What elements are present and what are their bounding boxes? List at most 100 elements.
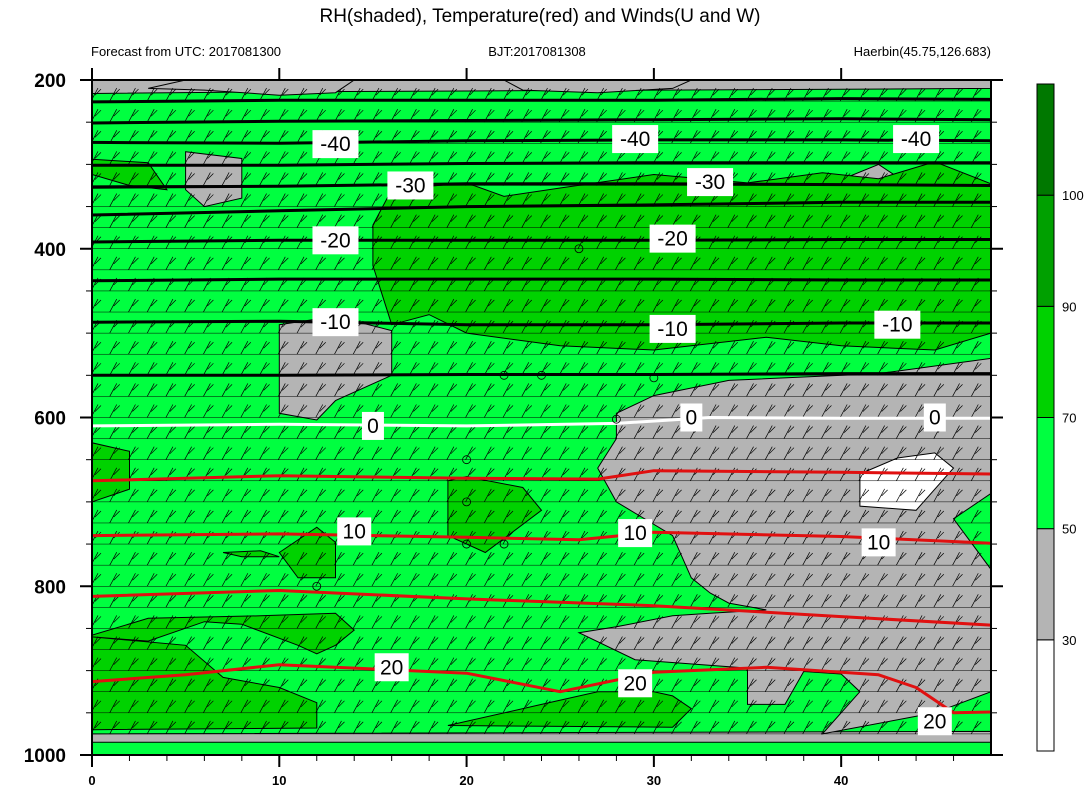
wind-barb	[671, 699, 682, 713]
wind-barb	[577, 488, 589, 503]
wind-barb	[128, 87, 139, 102]
temperature-contour	[92, 372, 991, 377]
wind-barb	[352, 383, 364, 397]
contour-label-text: -10	[657, 318, 687, 341]
wind-barb	[240, 699, 252, 713]
wind-barb	[446, 509, 458, 524]
wind-barb	[690, 298, 701, 313]
wind-barb	[240, 130, 252, 144]
wind-barb	[315, 425, 326, 439]
wind-barb	[558, 214, 570, 228]
wind-barb	[296, 551, 308, 566]
wind-barb	[334, 594, 345, 608]
wind-barb	[821, 404, 832, 418]
wind-barb	[109, 573, 120, 587]
wind-barb	[165, 362, 177, 376]
wind-barb	[802, 298, 813, 313]
wind-barb	[914, 636, 926, 650]
wind-barb	[203, 151, 214, 165]
wind-barb	[409, 404, 420, 418]
contour-label-text: 10	[343, 520, 366, 543]
wind-barb	[409, 678, 420, 692]
wind-barb	[933, 551, 945, 566]
wind-barb	[615, 551, 626, 566]
wind-barb	[858, 573, 870, 587]
wind-barb	[465, 699, 476, 713]
wind-barb	[240, 446, 252, 460]
wind-barb	[652, 720, 664, 735]
wind-barb	[128, 151, 139, 165]
contour-label: 20	[917, 707, 952, 736]
wind-barb	[521, 488, 533, 503]
wind-barb	[558, 446, 570, 460]
wind-barb	[896, 488, 907, 503]
wind-barb	[858, 425, 870, 439]
wind-barb	[221, 130, 233, 144]
wind-barb	[221, 214, 233, 228]
wind-barb	[558, 383, 570, 397]
wind-barb	[221, 298, 233, 313]
wind-barb	[577, 573, 589, 587]
wind-barb	[465, 678, 476, 692]
wind-barb	[764, 551, 776, 566]
wind-barb	[709, 80, 710, 81]
wind-barb	[296, 256, 308, 271]
wind-barb	[577, 678, 589, 692]
wind-barb	[914, 383, 926, 397]
wind-barb	[259, 80, 260, 81]
wind-barb	[633, 573, 645, 587]
wind-barb	[371, 509, 383, 524]
wind-barb	[577, 636, 589, 650]
wind-barb	[409, 298, 420, 313]
wind-barb	[858, 594, 870, 608]
wind-barb	[802, 256, 813, 271]
colorbar-label: 30	[1062, 633, 1076, 648]
y-tick-label: 800	[34, 577, 66, 598]
wind-barb	[109, 699, 120, 713]
wind-barb	[446, 720, 458, 735]
wind-barb	[764, 446, 776, 460]
wind-barb	[165, 573, 177, 587]
wind-barb	[240, 488, 252, 503]
contour-label-text: -20	[320, 229, 350, 252]
wind-barb	[371, 446, 383, 460]
wind-barb	[933, 80, 935, 81]
wind-barb	[128, 720, 139, 735]
wind-barb	[671, 678, 682, 692]
wind-barb	[296, 341, 308, 355]
wind-barb	[577, 699, 589, 713]
wind-barb	[821, 720, 832, 735]
wind-barb	[184, 573, 195, 587]
wind-barb	[128, 109, 139, 123]
wind-barb	[764, 594, 776, 608]
wind-barb	[746, 615, 757, 629]
x-tick-label: 0	[88, 773, 95, 788]
wind-barb	[764, 383, 776, 397]
wind-barb	[334, 425, 345, 439]
wind-barb	[390, 362, 401, 376]
wind-barb	[371, 256, 383, 271]
wind-barb	[764, 298, 776, 313]
wind-barb	[896, 573, 907, 587]
wind-barb	[371, 341, 383, 355]
wind-barb	[933, 256, 945, 271]
wind-barb	[371, 615, 383, 629]
wind-barb	[277, 488, 289, 503]
wind-barb	[221, 193, 233, 207]
wind-barb	[240, 594, 252, 608]
wind-barb	[221, 720, 233, 735]
wind-barb	[221, 425, 233, 439]
wind-barb	[352, 636, 364, 650]
wind-barb	[970, 551, 982, 566]
wind-barb	[952, 172, 963, 186]
wind-barb	[839, 341, 851, 355]
wind-barb	[858, 509, 870, 524]
wind-barb	[727, 488, 739, 503]
wind-barb	[165, 172, 177, 186]
wind-barb	[540, 488, 551, 503]
wind-barb	[708, 615, 720, 629]
wind-barb	[633, 615, 645, 629]
wind-barb	[427, 699, 439, 713]
wind-barb	[128, 362, 139, 376]
wind-barb	[277, 699, 289, 713]
